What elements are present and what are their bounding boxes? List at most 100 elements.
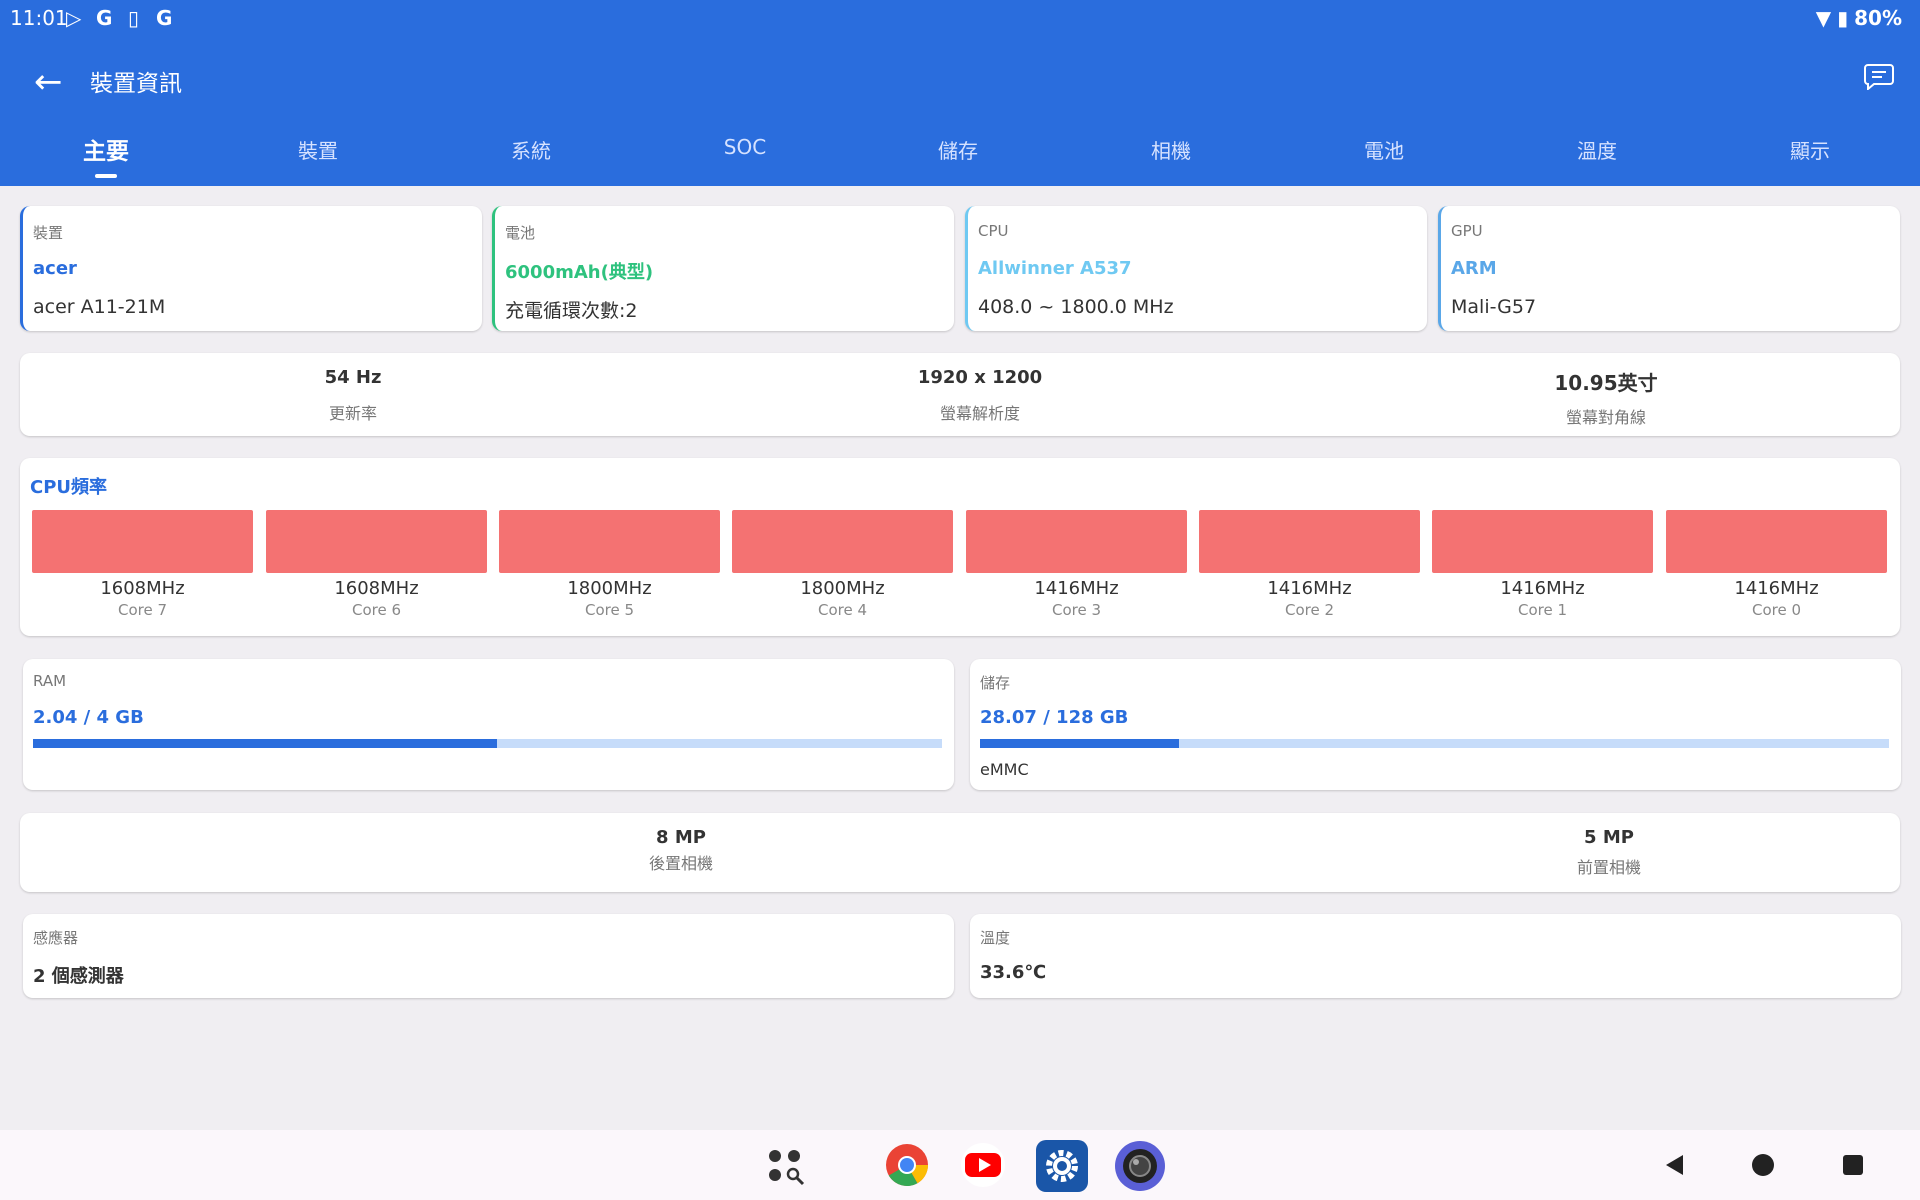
storage-label: 儲存 — [980, 674, 1011, 692]
temperature-card[interactable]: 溫度 33.6℃ — [970, 914, 1901, 998]
back-arrow-icon[interactable]: ← — [34, 62, 63, 102]
tab-indicator — [95, 174, 117, 178]
core-list: 1608MHz Core 7 1608MHz Core 6 1800MHz Core … — [32, 510, 1898, 625]
core-bar — [499, 510, 720, 573]
front-camera-value: 5 MP — [1584, 827, 1634, 848]
core-frequency: 1800MHz — [567, 578, 652, 599]
core-bar — [32, 510, 253, 573]
core-name: Core 7 — [117, 601, 168, 619]
google-icon-2: G — [156, 6, 173, 30]
core-item: 1800MHz Core 5 — [499, 510, 720, 619]
core-frequency: 1416MHz — [1034, 578, 1119, 599]
core-frequency: 1416MHz — [1267, 578, 1352, 599]
tab-bar: 主要 裝置 系統 SOC 儲存 相機 電池 溫度 顯示 — [0, 132, 1920, 178]
chrome-icon[interactable] — [884, 1142, 930, 1188]
app-drawer-icon[interactable] — [767, 1148, 807, 1188]
screen-diagonal: 10.95英寸 螢幕對角線 — [1456, 367, 1756, 428]
home-icon[interactable] — [1751, 1153, 1775, 1177]
tab-storage[interactable]: 儲存 — [938, 139, 978, 163]
storage-card[interactable]: 儲存 28.07 / 128 GB eMMC — [970, 659, 1901, 790]
temperature-value: 33.6℃ — [980, 962, 1047, 983]
battery-level: 80% — [1854, 6, 1902, 30]
diagonal-caption: 螢幕對角線 — [1565, 408, 1646, 427]
screen-resolution: 1920 x 1200 螢幕解析度 — [830, 367, 1130, 424]
ram-label: RAM — [33, 672, 67, 690]
gpu-label: GPU — [1451, 222, 1483, 240]
resolution-caption: 螢幕解析度 — [939, 404, 1020, 423]
camera-app-icon[interactable] — [1114, 1140, 1166, 1192]
core-bar — [966, 510, 1187, 573]
core-bar — [1666, 510, 1887, 573]
cpu-label: CPU — [978, 222, 1009, 240]
back-icon[interactable] — [1663, 1153, 1687, 1177]
rear-camera-caption: 後置相機 — [648, 854, 713, 873]
core-frequency: 1416MHz — [1500, 578, 1585, 599]
rear-camera-value: 8 MP — [656, 827, 706, 848]
cpu-card[interactable]: CPU Allwinner A537 408.0 ~ 1800.0 MHz — [965, 206, 1427, 331]
gpu-card[interactable]: GPU ARM Mali-G57 — [1438, 206, 1900, 331]
core-name: Core 0 — [1751, 601, 1802, 619]
status-time: 11:01 — [10, 6, 68, 30]
status-bar: 11:01 ▷ G ▯ G ▼ ▮ 80% — [0, 0, 1920, 36]
core-item: 1800MHz Core 4 — [732, 510, 953, 619]
refresh-rate-value: 54 Hz — [324, 367, 382, 388]
tab-temperature[interactable]: 溫度 — [1577, 139, 1617, 163]
resolution-value: 1920 x 1200 — [917, 367, 1043, 388]
tab-device[interactable]: 裝置 — [298, 139, 338, 163]
youtube-icon[interactable] — [960, 1142, 1006, 1188]
battery-card[interactable]: 電池 6000mAh(典型) 充電循環次數:2 — [492, 206, 954, 331]
recents-icon[interactable] — [1842, 1154, 1864, 1176]
tab-camera[interactable]: 相機 — [1151, 139, 1191, 163]
storage-progress-fill — [980, 739, 1180, 748]
core-bar — [1432, 510, 1653, 573]
cpu-name: Allwinner A537 — [978, 258, 1132, 279]
device-label: 裝置 — [33, 224, 64, 242]
core-frequency: 1608MHz — [100, 578, 185, 599]
display-card[interactable]: 54 Hz 更新率 1920 x 1200 螢幕解析度 10.95英寸 螢幕對角… — [20, 353, 1900, 436]
device-card[interactable]: 裝置 acer acer A11-21M — [20, 206, 482, 331]
system-navigation-bar — [0, 1130, 1920, 1200]
gpu-model: Mali-G57 — [1451, 296, 1537, 318]
diagonal-value: 10.95英寸 — [1554, 371, 1658, 395]
core-name: Core 3 — [1051, 601, 1102, 619]
core-item: 1416MHz Core 0 — [1666, 510, 1887, 619]
core-bar — [266, 510, 487, 573]
camera-card[interactable]: 8 MP 後置相機 5 MP 前置相機 — [20, 813, 1900, 892]
core-frequency: 1416MHz — [1734, 578, 1819, 599]
page-title: 裝置資訊 — [90, 71, 182, 97]
play-store-icon: ▷ — [66, 6, 82, 30]
sensors-count: 2 個感測器 — [33, 966, 124, 987]
tab-display[interactable]: 顯示 — [1790, 139, 1830, 163]
core-bar — [732, 510, 953, 573]
storage-type: eMMC — [980, 760, 1029, 779]
core-bar — [1199, 510, 1420, 573]
battery-cycles: 充電循環次數:2 — [505, 300, 638, 322]
core-frequency: 1800MHz — [800, 578, 885, 599]
battery-icon: ▮ — [1837, 6, 1849, 30]
storage-progress-bar — [980, 739, 1889, 748]
core-name: Core 6 — [351, 601, 402, 619]
cpu-frequency-title: CPU頻率 — [30, 477, 108, 498]
cpu-frequency-range: 408.0 ~ 1800.0 MHz — [978, 296, 1174, 318]
sensors-card[interactable]: 感應器 2 個感測器 — [23, 914, 954, 998]
tab-main[interactable]: 主要 — [0, 132, 212, 178]
front-camera: 5 MP 前置相機 — [1459, 827, 1759, 878]
cpu-frequency-card[interactable]: CPU頻率 1608MHz Core 7 1608MHz Core 6 1800MH… — [20, 458, 1900, 636]
feedback-chat-icon[interactable] — [1864, 62, 1894, 90]
core-item: 1416MHz Core 1 — [1432, 510, 1653, 619]
core-name: Core 1 — [1517, 601, 1568, 619]
tab-soc[interactable]: SOC — [723, 135, 767, 159]
device-brand: acer — [33, 258, 77, 279]
refresh-rate-caption: 更新率 — [328, 404, 377, 423]
battery-label: 電池 — [505, 224, 536, 242]
settings-icon[interactable] — [1036, 1140, 1088, 1192]
core-frequency: 1608MHz — [334, 578, 419, 599]
core-item: 1608MHz Core 7 — [32, 510, 253, 619]
tab-system[interactable]: 系統 — [511, 139, 551, 163]
tab-battery[interactable]: 電池 — [1364, 139, 1404, 163]
sensors-label: 感應器 — [33, 929, 79, 947]
ram-progress-bar — [33, 739, 942, 748]
wifi-icon: ▼ — [1815, 6, 1832, 30]
ram-card[interactable]: RAM 2.04 / 4 GB — [23, 659, 954, 790]
core-item: 1608MHz Core 6 — [266, 510, 487, 619]
